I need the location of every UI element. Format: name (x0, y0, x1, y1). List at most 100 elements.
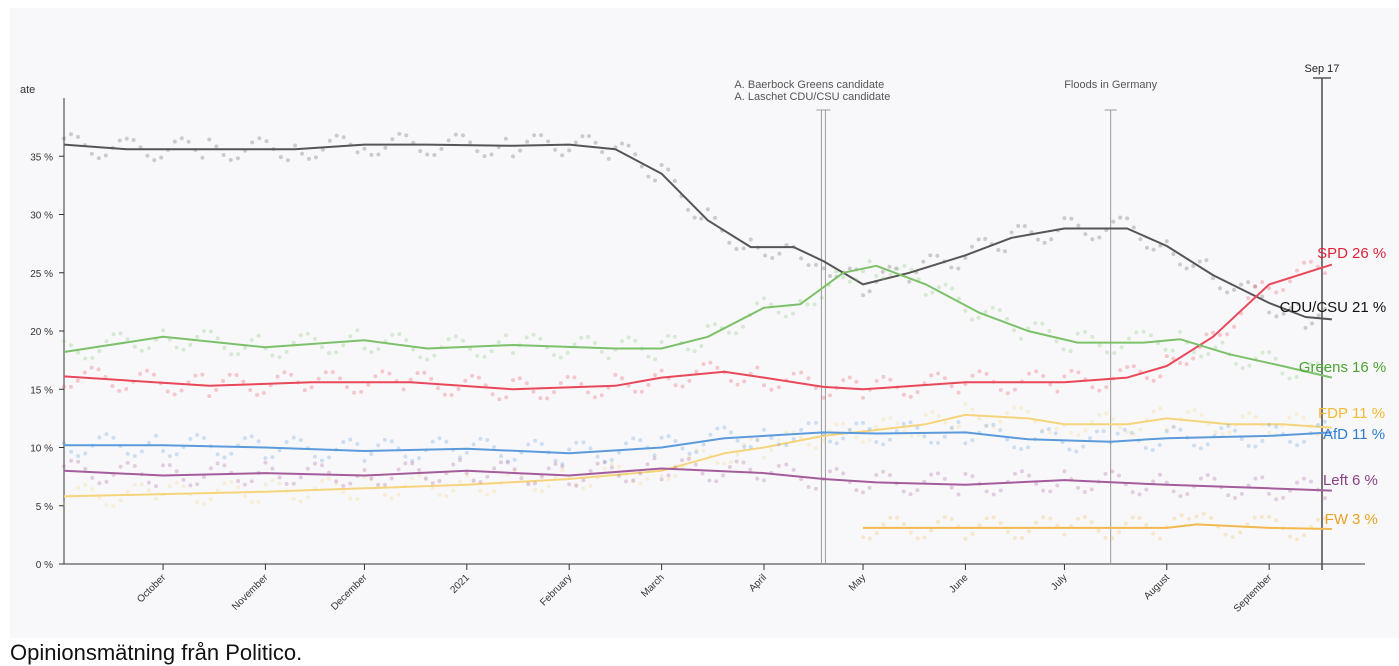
poll-dot (942, 515, 947, 520)
poll-dot (888, 416, 893, 421)
poll-dot (1076, 370, 1081, 375)
poll-dot (207, 137, 212, 142)
poll-dot (741, 460, 746, 465)
poll-dot (432, 152, 437, 157)
poll-dot (1259, 515, 1264, 520)
poll-dot (348, 481, 353, 486)
x-tick-label: September (1232, 572, 1275, 615)
poll-dot (234, 373, 239, 378)
poll-dot (1094, 429, 1099, 434)
poll-dot (97, 349, 102, 354)
poll-dot (249, 338, 254, 343)
series-label: SPD (1317, 245, 1348, 262)
poll-dot (1219, 426, 1224, 431)
poll-dot (1131, 432, 1136, 437)
poll-dot (1054, 339, 1059, 344)
poll-dot (201, 329, 206, 334)
poll-dot (539, 474, 544, 479)
poll-dot (457, 479, 462, 484)
poll-dot (485, 474, 490, 479)
poll-dot (659, 435, 664, 440)
poll-dot (776, 442, 781, 447)
poll-dot (403, 461, 408, 466)
series-label: Left (1323, 472, 1349, 489)
poll-dot (69, 458, 74, 463)
poll-dot (270, 466, 275, 471)
poll-dot (355, 442, 360, 447)
poll-dot (277, 481, 282, 486)
poll-dot (1184, 266, 1189, 271)
poll-dot (574, 483, 579, 488)
poll-dot (1150, 447, 1155, 452)
poll-dot (1240, 414, 1245, 419)
poll-dot (728, 430, 733, 435)
poll-dot (1083, 232, 1088, 237)
poll-dot (270, 353, 275, 358)
poll-dot (806, 376, 811, 381)
poll-dot (902, 429, 907, 434)
poll-dot (132, 344, 137, 349)
poll-dot (806, 263, 811, 268)
poll-dot (998, 488, 1003, 493)
poll-dot (1041, 373, 1046, 378)
poll-dot (264, 139, 269, 144)
poll-dot (579, 335, 584, 340)
poll-dot (929, 528, 934, 533)
poll-dot (867, 289, 872, 294)
poll-dot (1295, 268, 1300, 273)
poll-dot (1232, 324, 1237, 329)
poll-dot (437, 479, 442, 484)
poll-dot (923, 292, 928, 297)
poll-dot (847, 266, 852, 271)
poll-dot (652, 453, 657, 458)
poll-dot (1294, 412, 1299, 417)
poll-dot (755, 365, 760, 370)
poll-dot (680, 458, 685, 463)
poll-dot (309, 385, 314, 390)
poll-dot (425, 357, 430, 362)
poll-dot (1204, 258, 1209, 263)
poll-dot (735, 382, 740, 387)
poll-dot (341, 343, 346, 348)
poll-dot (446, 337, 451, 342)
poll-dot (215, 461, 220, 466)
poll-dot (492, 445, 497, 450)
poll-dot (320, 463, 325, 468)
poll-dot (728, 460, 733, 465)
poll-dot (1209, 516, 1214, 521)
poll-dot (763, 253, 768, 258)
poll-dot (222, 463, 227, 468)
poll-dot (277, 475, 282, 480)
poll-dot (861, 395, 866, 400)
poll-dot (188, 436, 193, 441)
poll-dot (1274, 314, 1279, 319)
poll-dot (118, 331, 123, 336)
poll-dot (1191, 264, 1196, 269)
poll-dot (600, 150, 605, 155)
poll-dot (761, 383, 766, 388)
poll-dot (291, 435, 296, 440)
poll-dot (362, 346, 367, 351)
poll-dot (680, 384, 685, 389)
poll-dot (200, 155, 205, 160)
poll-dot (602, 460, 607, 465)
poll-dot (341, 483, 346, 488)
poll-dot (512, 457, 517, 462)
poll-dot (880, 269, 885, 274)
poll-dot (451, 488, 456, 493)
poll-dot (969, 244, 974, 249)
poll-dot (1184, 362, 1189, 367)
poll-dot (713, 215, 718, 220)
poll-dot (1171, 356, 1176, 361)
poll-dot (498, 460, 503, 465)
poll-dot (705, 207, 710, 212)
poll-dot (592, 395, 597, 400)
poll-dot (1036, 237, 1041, 242)
poll-dot (389, 476, 394, 481)
poll-dot (565, 350, 570, 355)
poll-dot (956, 492, 961, 497)
poll-dot (721, 473, 726, 478)
poll-dot (1280, 371, 1285, 376)
poll-dot (215, 452, 220, 457)
poll-dot (922, 434, 927, 439)
